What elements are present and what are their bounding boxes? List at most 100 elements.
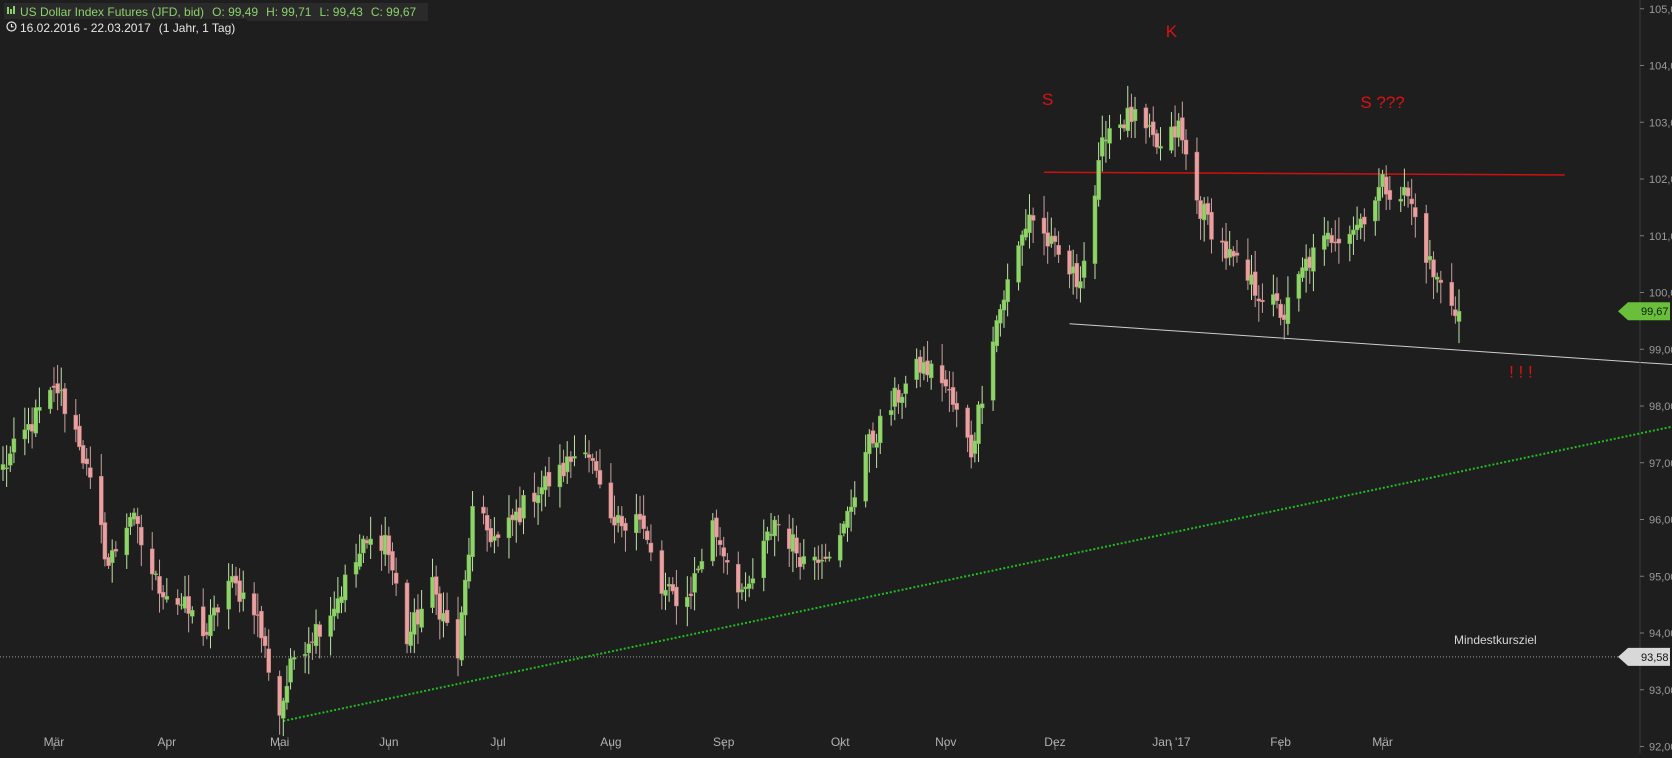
candle [1409, 178, 1414, 226]
x-tick-label: Nov [935, 735, 956, 749]
candle [1001, 290, 1007, 328]
candle-body [1274, 293, 1280, 302]
candle [33, 399, 39, 438]
candle-body [55, 383, 60, 394]
last-price-tag-label: 99,67 [1641, 306, 1669, 318]
candle [695, 565, 701, 573]
candle-body [564, 456, 570, 473]
candle [408, 612, 413, 653]
candle-body [463, 579, 468, 616]
candle [302, 641, 308, 674]
candle [1023, 209, 1029, 241]
candle [1373, 196, 1378, 236]
candle [1427, 239, 1433, 270]
candle [1347, 225, 1353, 262]
candle-body [488, 528, 494, 543]
candle-body [259, 610, 264, 639]
candle [259, 605, 264, 653]
candle-body [1387, 190, 1393, 200]
candle-body [135, 515, 140, 525]
candle-body [874, 442, 879, 448]
candle [710, 513, 716, 567]
candle-body [1405, 187, 1411, 197]
candle-body [1107, 128, 1112, 144]
candle-body [739, 589, 745, 593]
candle [1449, 263, 1454, 316]
candle [674, 569, 679, 625]
candle [794, 525, 799, 568]
candle-body [22, 429, 28, 440]
candle-body [546, 471, 552, 487]
candle [1209, 198, 1214, 254]
candle [393, 557, 399, 597]
candle [1413, 193, 1418, 238]
candle-body [634, 514, 639, 534]
candle [1107, 114, 1112, 159]
candle-body [266, 648, 271, 673]
candle-body [102, 522, 108, 560]
candle [128, 512, 133, 535]
reference-price-tag-label: 93,58 [1641, 652, 1669, 664]
candle-body [659, 550, 665, 594]
candle [251, 582, 257, 635]
candle-body [1413, 207, 1418, 218]
candle-body [484, 515, 490, 531]
candle [1431, 251, 1436, 300]
candle-body [819, 559, 825, 562]
y-tick-label: 99,00 [1649, 344, 1672, 356]
candle [1245, 238, 1251, 290]
candle [113, 541, 119, 558]
candle-body [1158, 146, 1163, 149]
candle-body [648, 542, 654, 553]
candle-body [1427, 255, 1433, 261]
last-price-tag-shape [1618, 302, 1670, 321]
candle [240, 570, 246, 612]
candle-body [688, 593, 694, 596]
candle [200, 588, 206, 646]
candle-body [776, 523, 781, 526]
candle-body [408, 631, 413, 646]
candle [1376, 168, 1382, 221]
candle [215, 604, 221, 627]
candle-body [1322, 235, 1327, 250]
candle-body [1183, 139, 1189, 155]
candle-body [73, 414, 79, 430]
candle [714, 509, 719, 557]
candle-body [1067, 250, 1072, 275]
candle [433, 565, 439, 616]
candle-body [48, 389, 53, 410]
y-tick-label: 98,00 [1649, 401, 1672, 413]
candle-body [1209, 211, 1214, 240]
x-tick-label: Apr [157, 735, 176, 749]
candlestick-icon [6, 3, 16, 21]
x-tick-label: Mai [270, 735, 289, 749]
candle [867, 429, 872, 473]
candle-body [1311, 247, 1316, 272]
candle-body [899, 396, 905, 403]
candle-body [972, 440, 978, 454]
candle [568, 451, 574, 479]
candle [208, 599, 213, 649]
candle-body [1434, 276, 1440, 280]
candle [634, 493, 639, 551]
candle-body [164, 596, 170, 600]
candle [226, 563, 231, 630]
candle-body [200, 606, 206, 637]
candle [175, 589, 180, 615]
candle-body [736, 564, 741, 593]
candle-body [237, 580, 242, 602]
candle [950, 371, 956, 413]
candle [357, 534, 362, 570]
candle [761, 519, 767, 592]
candle [459, 606, 464, 666]
candle [335, 577, 341, 619]
candle [160, 585, 166, 610]
candle [1100, 115, 1105, 172]
candle [979, 385, 985, 424]
candle [266, 629, 271, 681]
candle-body [215, 607, 221, 613]
candle [291, 650, 297, 670]
candle [470, 491, 475, 572]
